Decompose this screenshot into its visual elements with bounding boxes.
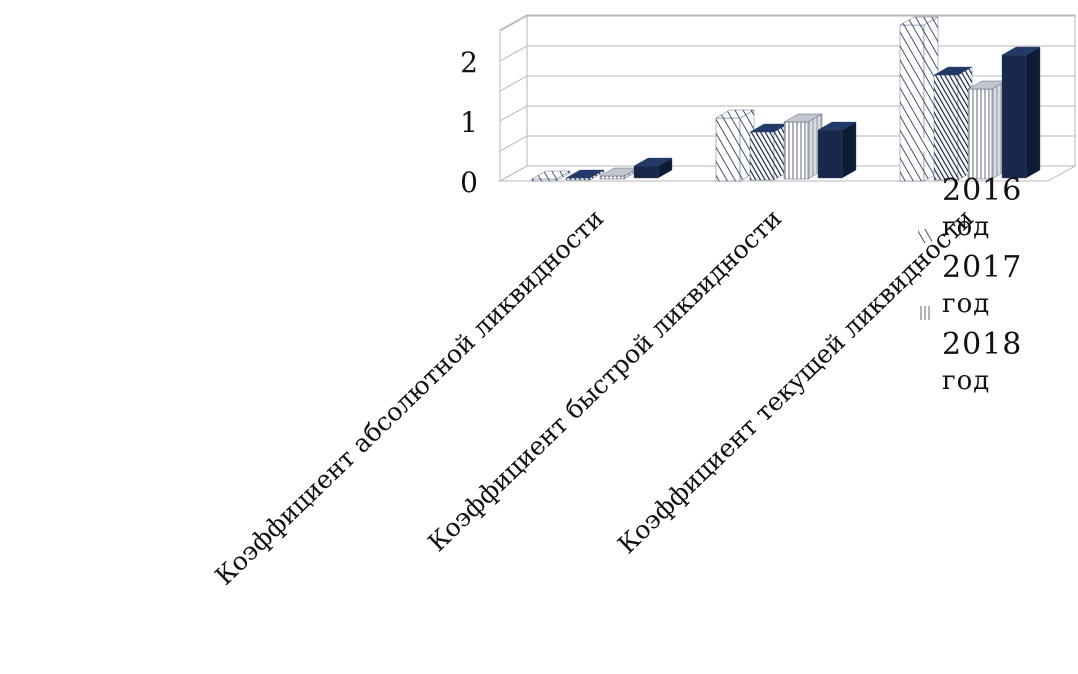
- legend-swatch: [918, 138, 932, 152]
- side-wall: [499, 14, 528, 182]
- legend-swatch: [918, 229, 932, 243]
- legend-item: 2017 год: [918, 229, 1022, 319]
- legend-label: 2017: [942, 250, 1022, 285]
- legend-label: год: [942, 289, 990, 319]
- legend-swatch: [918, 306, 932, 320]
- y-axis-tick-labels: 0 1 2: [460, 46, 478, 199]
- bar: [1001, 46, 1041, 179]
- x-category-label: Коэффициент текущей ликвидности: [612, 203, 979, 559]
- gridline: [499, 15, 1075, 32]
- legend-label: 2018: [942, 327, 1022, 362]
- x-category-label: Коэффициент быстрой ликвидности: [422, 203, 787, 557]
- bar: [933, 66, 973, 181]
- bar: [531, 170, 571, 182]
- bar: [967, 80, 1007, 180]
- gridline: [499, 75, 1075, 92]
- legend: 2016 год 2017 год 2018 год: [918, 138, 1022, 396]
- bar: [817, 121, 857, 179]
- legend-label: год: [942, 212, 990, 242]
- gridlines: [499, 15, 1075, 152]
- bar: [633, 157, 673, 179]
- gridline: [499, 135, 1075, 152]
- x-category-label: Коэффициент абсолютной ликвидности: [210, 203, 610, 590]
- bar: [565, 169, 605, 181]
- bar-series-group: [531, 16, 1041, 182]
- bar: [715, 109, 755, 182]
- bar: [783, 113, 823, 180]
- gridline: [499, 45, 1075, 62]
- y-tick-label: 1: [460, 106, 478, 139]
- gridline: [499, 105, 1075, 122]
- legend-label: 2016: [942, 173, 1022, 208]
- y-tick-label: 2: [460, 46, 478, 79]
- legend-item: 2018 год: [918, 306, 1022, 396]
- x-axis-category-labels: Коэффициент абсолютной ликвидностиКоэффи…: [210, 203, 980, 590]
- legend-item: 2016 год: [918, 138, 1022, 242]
- legend-label: год: [942, 366, 990, 396]
- y-tick-label: 0: [460, 166, 478, 199]
- bar: [749, 123, 789, 181]
- bar: [899, 16, 939, 182]
